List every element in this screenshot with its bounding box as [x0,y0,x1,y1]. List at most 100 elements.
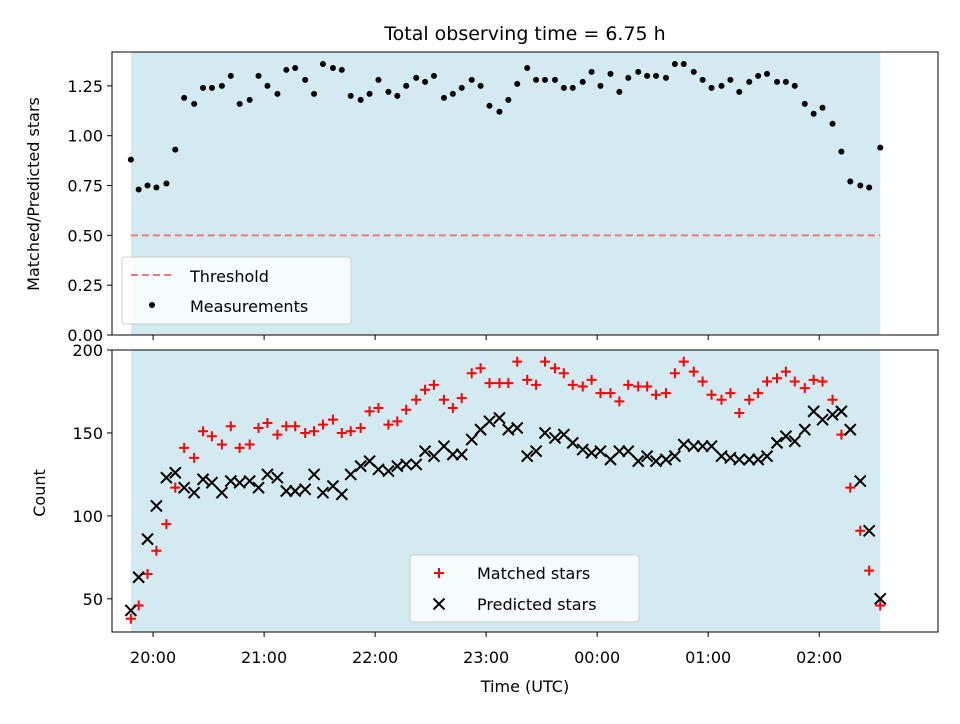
ratio-panel: 0.00 0.25 0.50 0.75 1.00 1.25 Threshold Measure… [67,51,939,345]
predicted-star-point [354,459,367,473]
measurement-point [375,76,382,83]
predicted-star-point [409,458,423,471]
matched-star-point [706,389,717,400]
predicted-star-point [816,413,829,426]
predicted-star-point [169,466,182,479]
matched-star-point [845,482,856,493]
predicted-star-point [160,471,173,484]
predicted-star-point [613,444,626,458]
matched-star-point [206,431,217,442]
matched-star-point [392,416,403,427]
matched-star-point [234,442,245,453]
count-panel: 50 100 150 200 20:00 21:00 22:00 23:00 00:00 01:0… [72,341,939,667]
matched-star-point [447,403,458,414]
measurement-point [653,72,660,79]
matched-star-point [466,368,477,379]
measurement-point [505,96,512,103]
matched-star-point [799,383,810,394]
x-axis-label: Time (UTC) [480,677,569,696]
matched-star-point [744,394,755,405]
measurement-point [838,148,845,155]
matched-star-point [216,439,227,450]
measurement-point [127,156,134,163]
measurement-point [819,104,826,111]
matched-star-point [817,376,828,387]
matched-star-point [484,378,495,389]
predicted-star-point [399,458,413,471]
matched-star-point [633,381,644,392]
measurement-point [264,82,271,89]
matched-star-point [345,426,356,437]
matched-star-point [411,394,422,405]
measurement-point [877,144,884,151]
predicted-star-point [427,449,441,463]
measurement-point [347,92,354,99]
chart-title: Total observing time = 6.75 h [383,23,665,45]
matched-star-point [475,363,486,374]
predicted-star-point [233,476,246,489]
measurement-point [422,78,429,85]
predicted-star-point [705,440,718,453]
measurement-point [708,84,715,91]
predicted-star-point [770,436,784,450]
matched-star-point [456,393,467,404]
matched-star-point [772,373,783,384]
measurement-point [579,78,586,85]
measurement-point [847,178,854,185]
predicted-legend-label: Predicted stars [477,595,597,614]
predicted-star-point [696,440,709,453]
matched-star-point [309,426,320,437]
predicted-star-point [307,468,321,481]
measurement-point [569,84,576,91]
measurement-point [616,88,623,95]
measurement-point [486,102,493,109]
predicted-star-point [187,486,201,499]
measurement-point [385,88,392,95]
measurement-point [200,84,207,91]
matched-star-point [623,379,634,390]
predicted-star-point [521,449,534,463]
measurement-point [311,90,318,97]
measurement-point [746,78,753,85]
top-y-tick-label: 0.25 [67,276,103,295]
matched-star-point [808,374,819,385]
predicted-star-point [566,436,579,450]
measurement-point [449,90,456,97]
matched-star-point [300,427,311,438]
measurement-point [597,82,604,89]
measurement-point [541,76,548,83]
measurement-point [524,64,531,71]
matched-star-point [780,366,791,377]
matched-star-point [614,396,625,407]
matched-star-point [503,378,514,389]
top-y-tick-label: 0.50 [67,226,103,245]
matched-star-point [539,356,550,367]
measurement-point [163,180,170,187]
top-y-axis-label: Matched/Predicted stars [24,97,43,291]
predicted-star-point [316,486,330,499]
matched-star-point [327,414,338,425]
matched-star-point [678,356,689,367]
measurement-point [496,108,503,115]
matched-star-point [189,452,200,463]
matched-star-point [688,366,699,377]
measurement-point [736,88,743,95]
predicted-star-point [382,464,395,478]
predicted-star-point [798,423,811,436]
measurement-point [671,60,678,67]
predicted-star-point [261,468,274,481]
predicted-star-point [826,408,839,421]
matched-star-point [734,408,745,419]
measurement-point [403,82,410,89]
x-tick-label: 00:00 [574,648,620,667]
measurement-point [338,66,345,73]
matched-star-point [725,388,736,399]
measurement-point [357,96,364,103]
predicted-star-point [677,438,690,451]
matched-star-point [669,368,680,379]
measurement-point [662,74,669,81]
matched-star-point [170,482,181,493]
matched-star-point [558,368,569,379]
measurement-point [829,120,836,127]
